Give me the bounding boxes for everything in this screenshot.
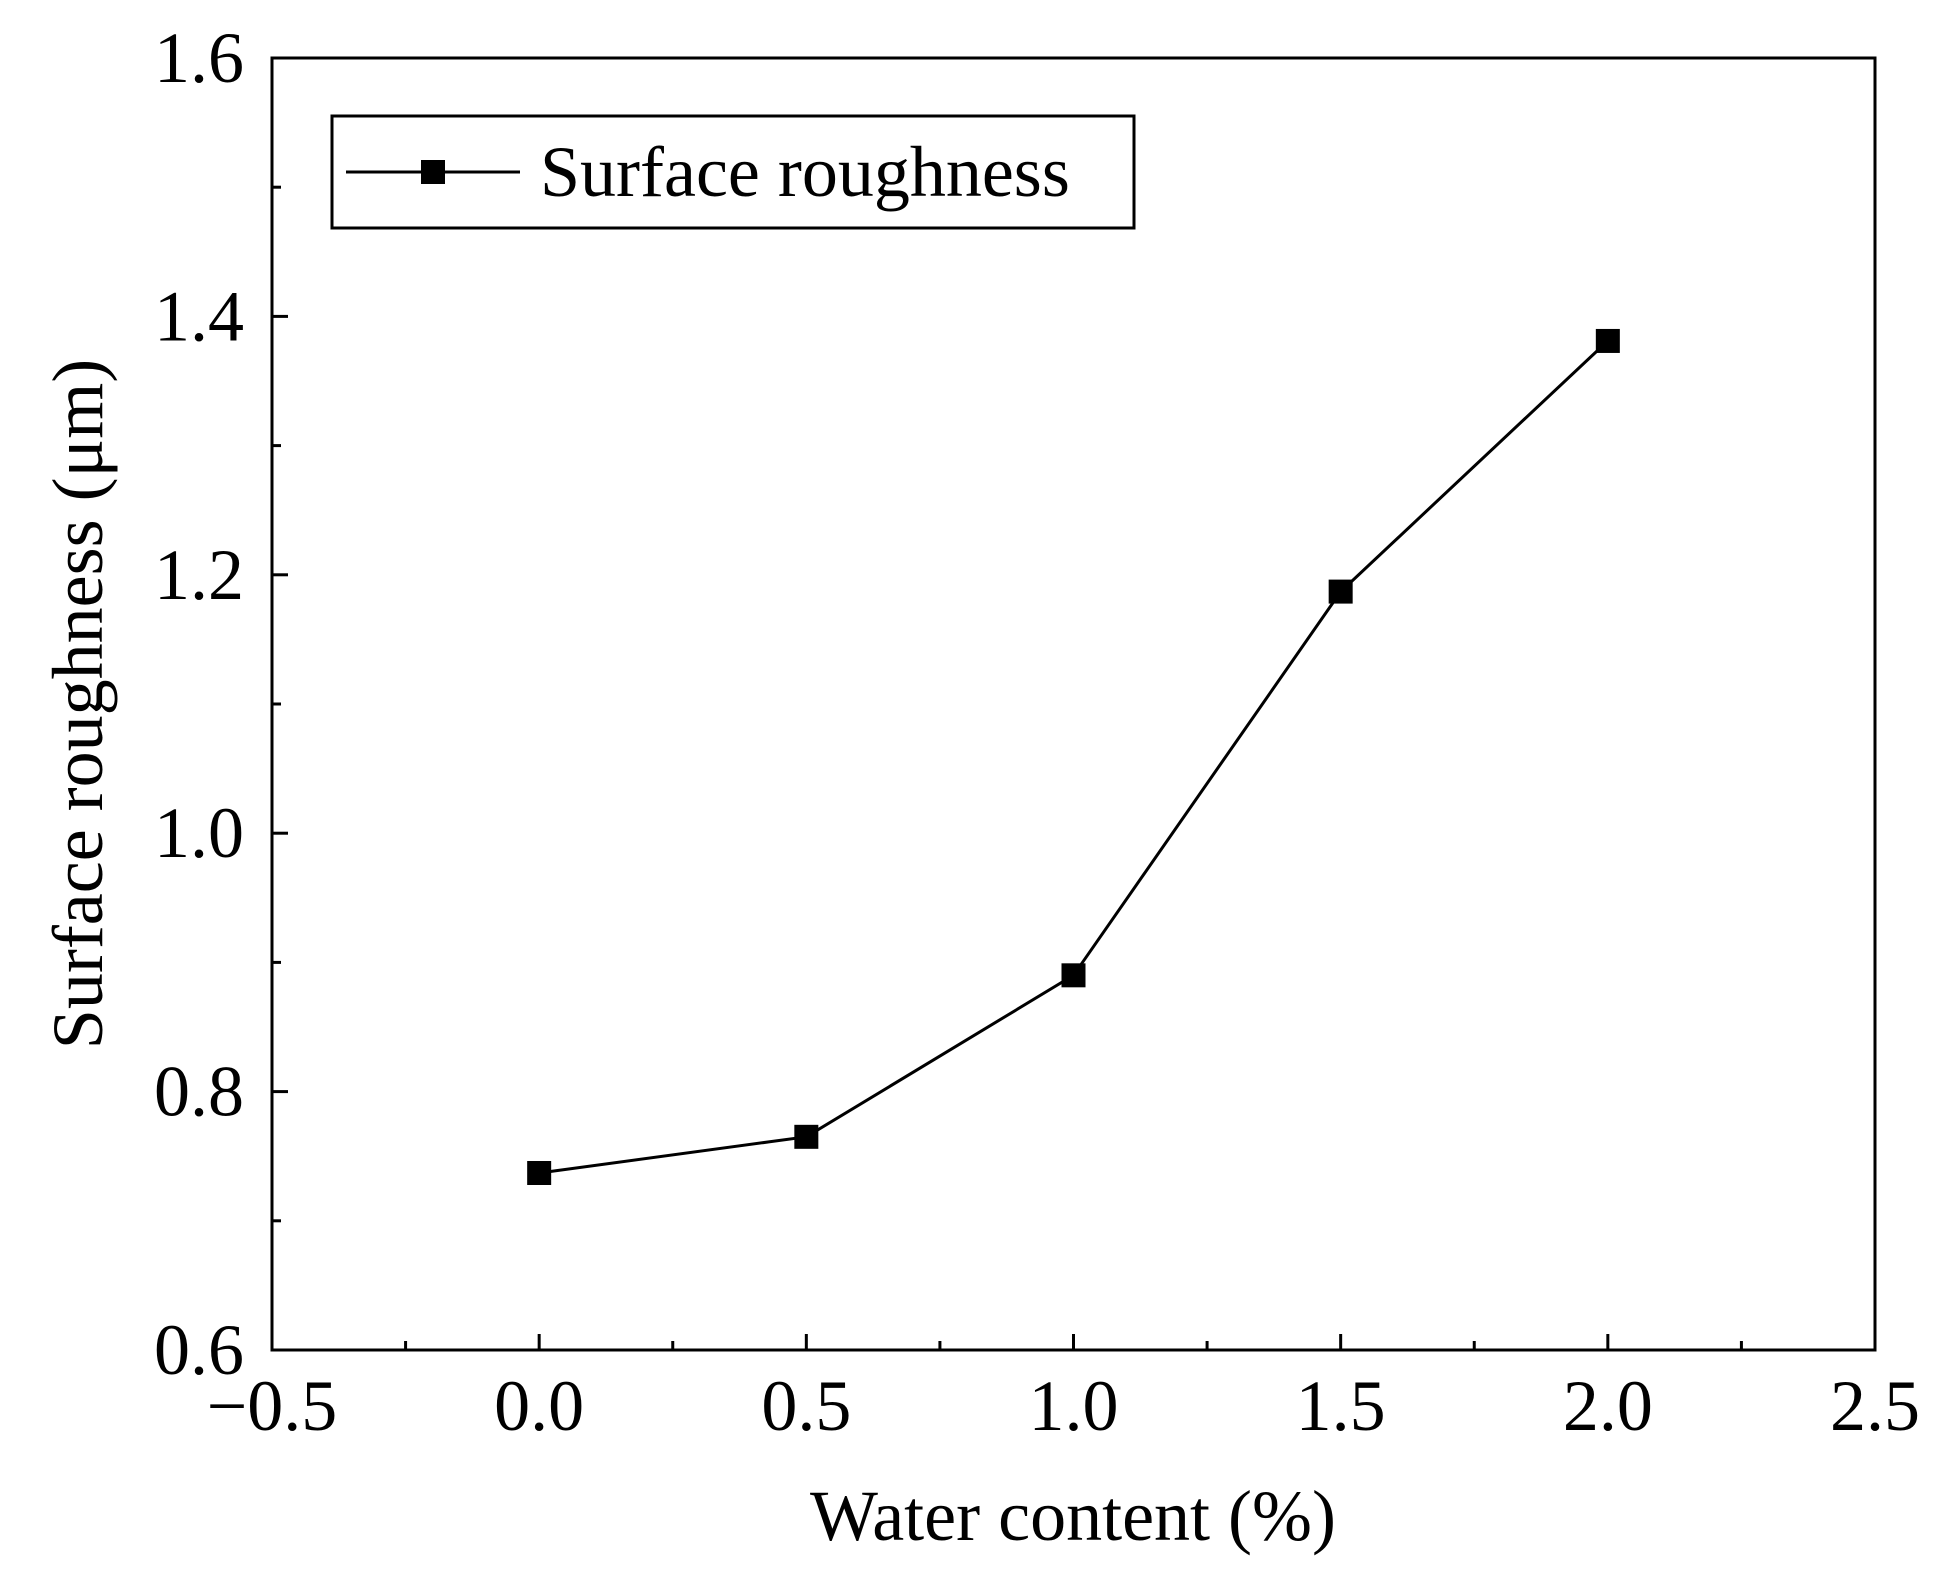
- y-tick-label: 1.6: [154, 18, 244, 98]
- y-tick-label: 1.4: [154, 276, 244, 356]
- series-line: [538, 339, 1609, 1175]
- x-tick-label: 2.0: [1563, 1366, 1653, 1446]
- y-axis-label: Surface roughness (μm): [38, 359, 118, 1049]
- data-point: [1328, 579, 1353, 604]
- plot-frame: [270, 56, 1877, 1352]
- data-point: [794, 1124, 819, 1149]
- x-tick-label: −0.5: [207, 1366, 338, 1446]
- y-tick-label: 0.8: [154, 1052, 244, 1132]
- x-tick-label: 0.0: [494, 1366, 584, 1446]
- x-axis-tick-labels: −0.5 0.0 0.5 1.0 1.5 2.0 2.5: [207, 1366, 1920, 1446]
- x-tick-label: 1.0: [1029, 1366, 1119, 1446]
- legend: Surface roughness: [330, 114, 1136, 230]
- x-tick-label: 1.5: [1296, 1366, 1386, 1446]
- x-axis-ticks: [270, 1334, 1877, 1350]
- legend-label: Surface roughness: [540, 132, 1070, 212]
- legend-marker-sample: [421, 160, 445, 184]
- data-point: [1595, 328, 1620, 353]
- x-tick-label: 2.5: [1830, 1366, 1920, 1446]
- y-tick-label: 1.2: [154, 535, 244, 615]
- y-tick-label: 1.0: [154, 793, 244, 873]
- data-point: [1061, 963, 1086, 988]
- data-point: [527, 1160, 552, 1185]
- x-axis-label: Water content (%): [810, 1476, 1336, 1556]
- y-tick-label: 0.6: [154, 1310, 244, 1390]
- y-axis-ticks: [272, 56, 288, 1352]
- x-tick-label: 0.5: [761, 1366, 851, 1446]
- series-layer: [527, 328, 1620, 1185]
- y-axis-tick-labels: 0.6 0.8 1.0 1.2 1.4 1.6: [154, 18, 244, 1390]
